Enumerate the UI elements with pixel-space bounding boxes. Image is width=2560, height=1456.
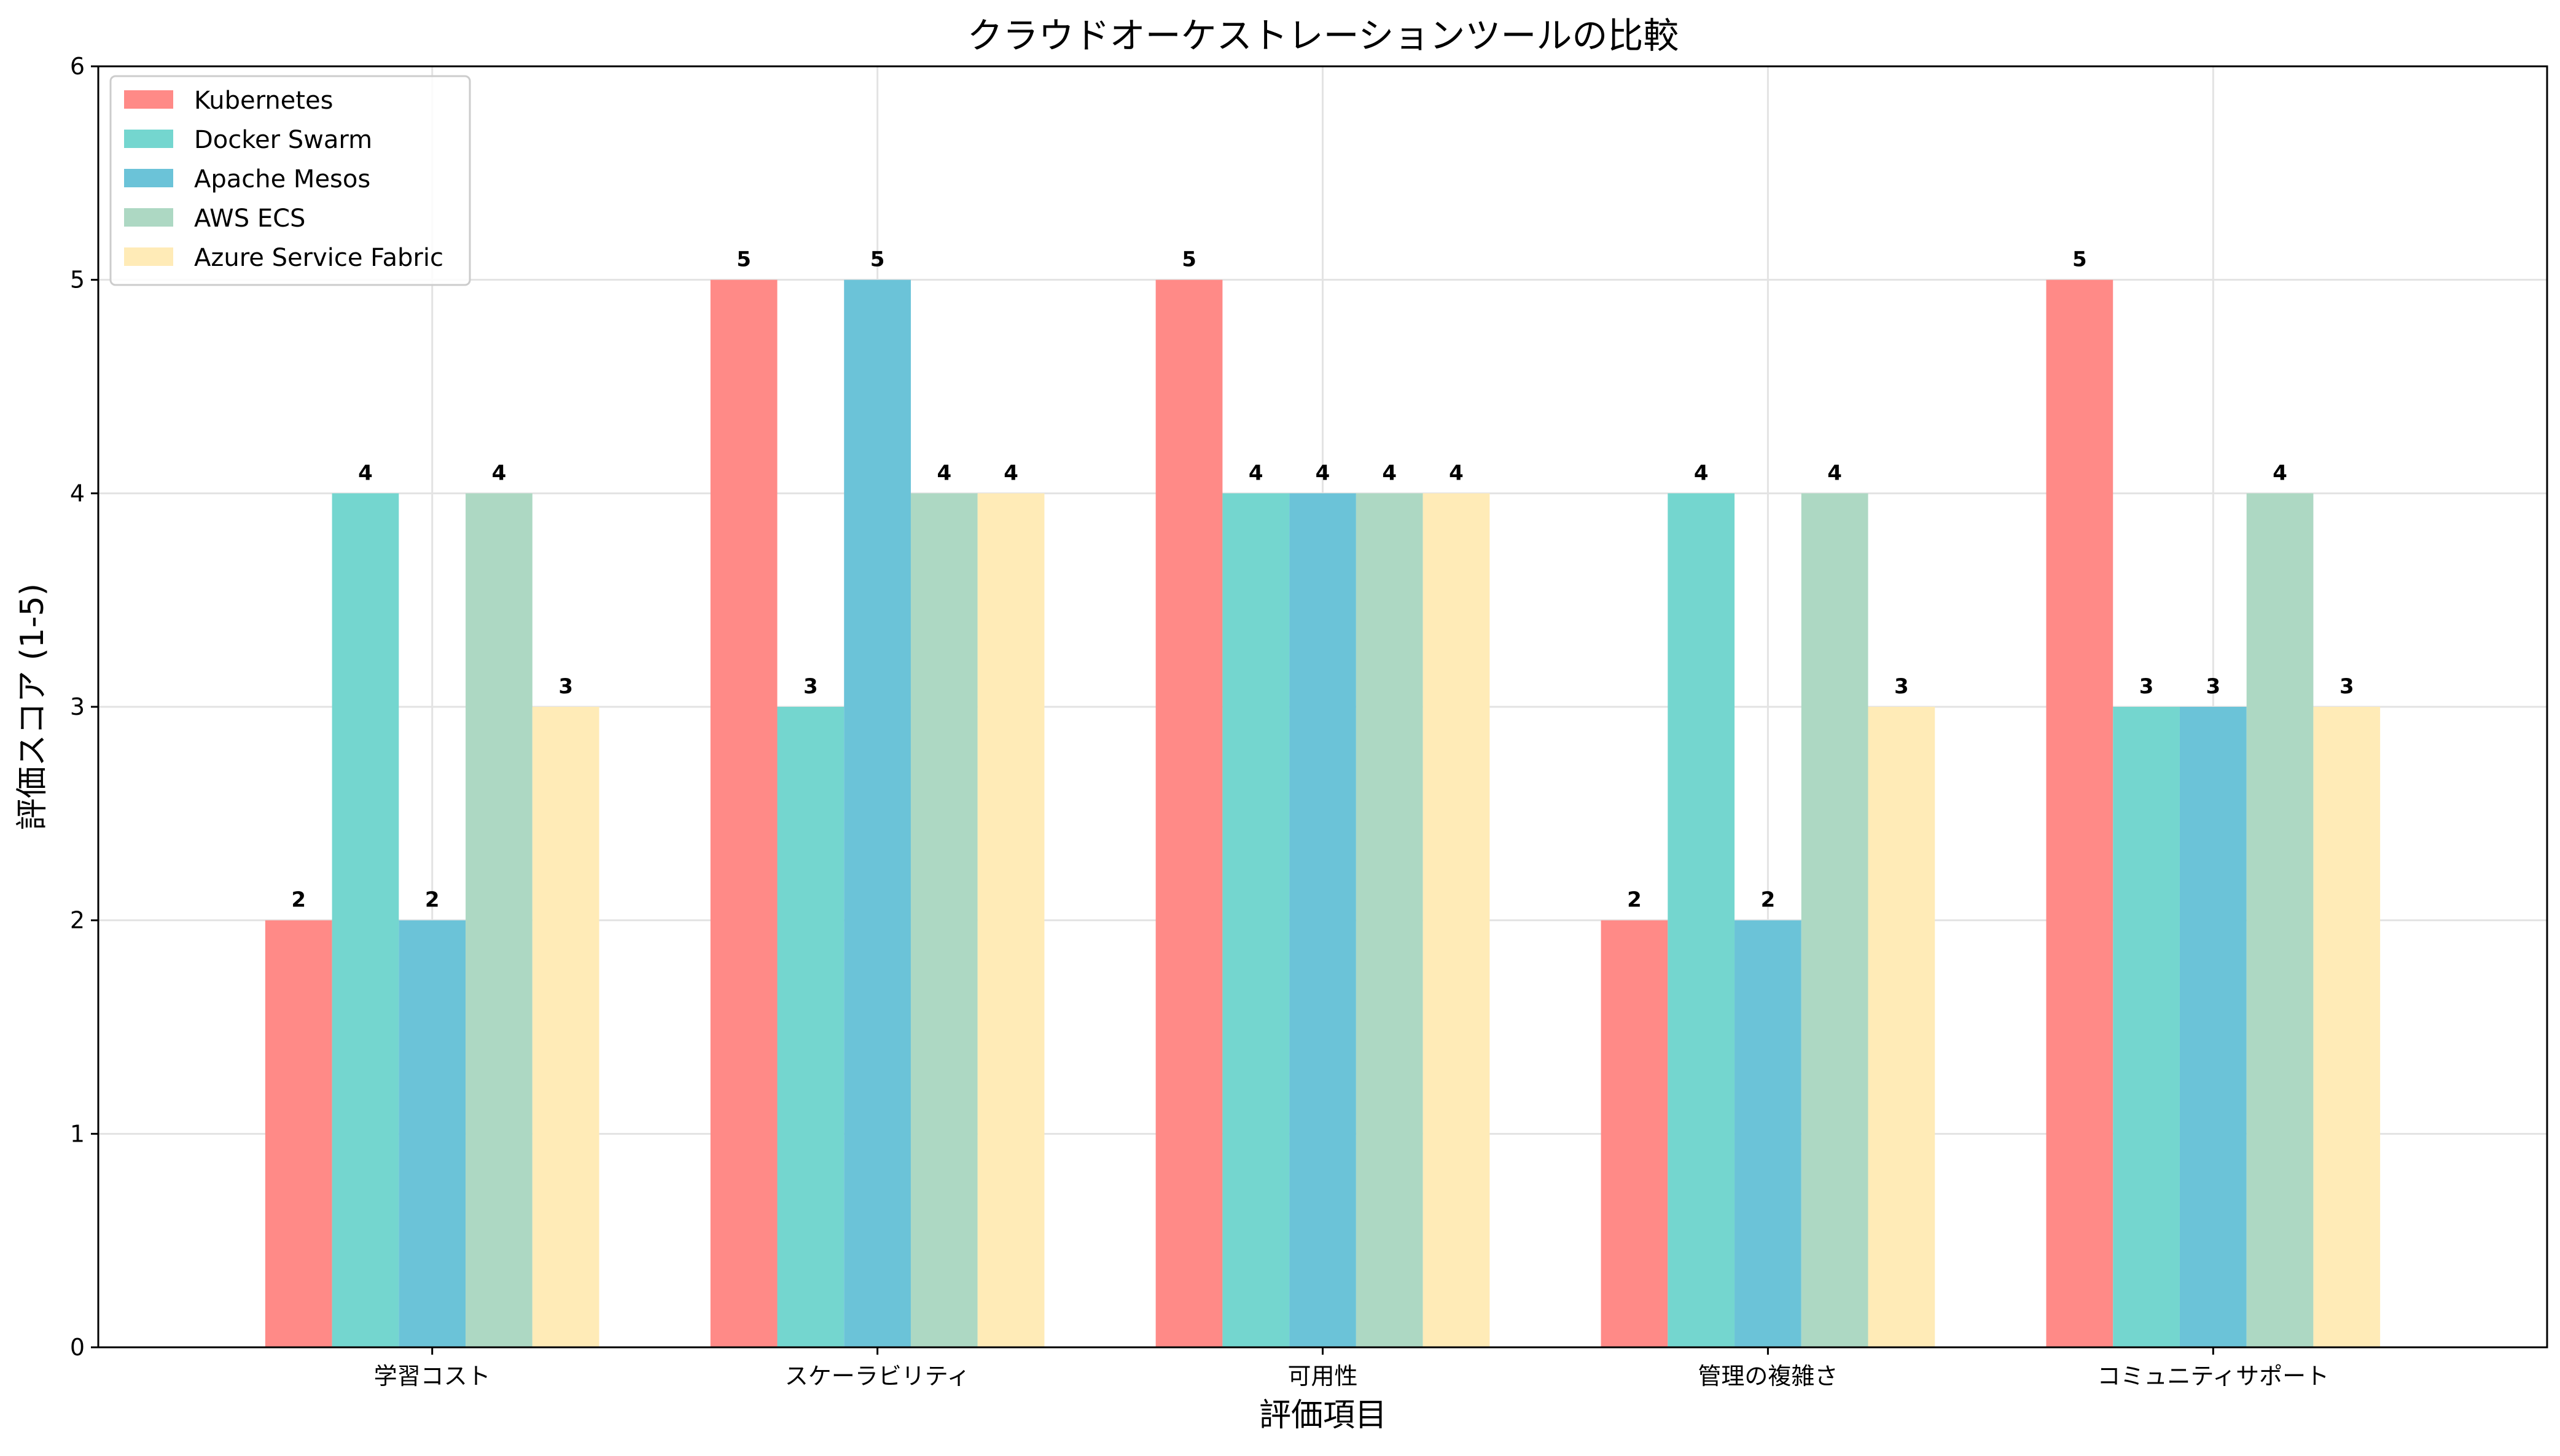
y-tick-label: 3 [70,693,85,720]
bar-value-label: 3 [1894,674,1909,699]
legend-label: Apache Mesos [194,165,370,193]
bar-value-label: 4 [358,461,373,485]
bar-kubernetes [1601,920,1668,1347]
bar-value-label: 4 [492,461,507,485]
bar-aws-ecs [1356,493,1423,1348]
bar-aws-ecs [1801,493,1868,1348]
x-tick-label: コミュニティサポート [2097,1363,2329,1390]
bar-value-label: 4 [2273,461,2287,485]
legend-swatch [124,169,173,187]
bar-value-label: 5 [1182,247,1196,272]
bar-aws-ecs [466,493,533,1348]
bar-apache-mesos [1735,920,1801,1347]
bars [265,279,2381,1348]
legend-swatch [124,130,173,148]
bar-value-label: 4 [1694,461,1709,485]
bar-value-label: 5 [870,247,885,272]
legend-swatch [124,208,173,227]
bar-aws-ecs [2246,493,2314,1348]
bar-apache-mesos [399,920,466,1347]
bar-apache-mesos [844,279,911,1348]
bar-azure-service-fabric [1422,493,1490,1348]
bar-azure-service-fabric [977,493,1045,1348]
bar-value-label: 4 [937,461,951,485]
axis-ticks: 0 1 2 3 4 5 6 学習コスト スケーラビリティ 可用性 管理の複雑さ コミュニティサポート [70,53,2329,1390]
x-tick-label: 管理の複雑さ [1698,1363,1838,1390]
bar-value-label: 3 [2340,674,2354,699]
bar-kubernetes [710,279,778,1348]
legend-swatch [124,247,173,266]
legend-box [109,75,471,286]
value-labels: 2 4 2 4 3 5 3 5 4 4 5 4 4 4 4 2 4 2 4 3 5 3 3 4 3 [291,247,2354,913]
x-tick-label: 学習コスト [374,1363,491,1390]
bar-kubernetes [265,920,332,1347]
x-tick-label: 可用性 [1287,1363,1357,1390]
bar-azure-service-fabric [532,707,599,1347]
bar-apache-mesos [1289,493,1356,1348]
legend-label: Kubernetes [194,87,333,115]
bar-docker-swarm [2113,707,2180,1347]
legend-label: AWS ECS [194,204,305,233]
bar-value-label: 3 [558,674,573,699]
bar-value-label: 4 [1382,461,1397,485]
bar-value-label: 4 [1449,461,1464,485]
bar-value-label: 4 [1316,461,1330,485]
bar-value-label: 2 [1627,888,1642,913]
y-tick-label: 0 [70,1334,85,1361]
bar-kubernetes [2046,279,2113,1348]
bar-value-label: 2 [1761,888,1776,913]
bar-value-label: 2 [291,888,306,913]
bar-azure-service-fabric [2313,707,2381,1347]
legend-swatch [124,90,173,109]
legend-label: Docker Swarm [194,126,372,154]
bar-value-label: 3 [2139,674,2154,699]
bar-aws-ecs [910,493,978,1348]
y-axis-label: 評価スコア (1-5) [14,583,51,830]
bar-kubernetes [1155,279,1223,1348]
bar-docker-swarm [777,707,845,1347]
bar-azure-service-fabric [1868,707,1935,1347]
bar-docker-swarm [332,493,399,1348]
bar-value-label: 4 [1004,461,1018,485]
y-tick-label: 4 [70,480,85,507]
chart-title: クラウドオーケストレーションツールの比較 [967,15,1679,56]
y-tick-label: 1 [70,1120,85,1147]
legend-label: Azure Service Fabric [194,244,443,272]
bar-value-label: 3 [2206,674,2220,699]
bar-value-label: 5 [2072,247,2087,272]
bar-value-label: 4 [1827,461,1842,485]
bar-value-label: 2 [425,888,440,913]
bar-apache-mesos [2179,707,2247,1347]
legend: Kubernetes Docker Swarm Apache Mesos AWS EC… [109,75,471,286]
y-tick-label: 2 [70,907,85,934]
bar-docker-swarm [1668,493,1735,1348]
bar-value-label: 4 [1249,461,1263,485]
y-tick-label: 5 [70,267,85,294]
y-tick-label: 6 [70,53,85,80]
x-tick-label: スケーラビリティ [785,1363,970,1390]
bar-value-label: 5 [736,247,751,272]
x-axis-label: 評価項目 [1259,1397,1387,1434]
bar-docker-swarm [1222,493,1290,1348]
bar-value-label: 3 [803,674,818,699]
